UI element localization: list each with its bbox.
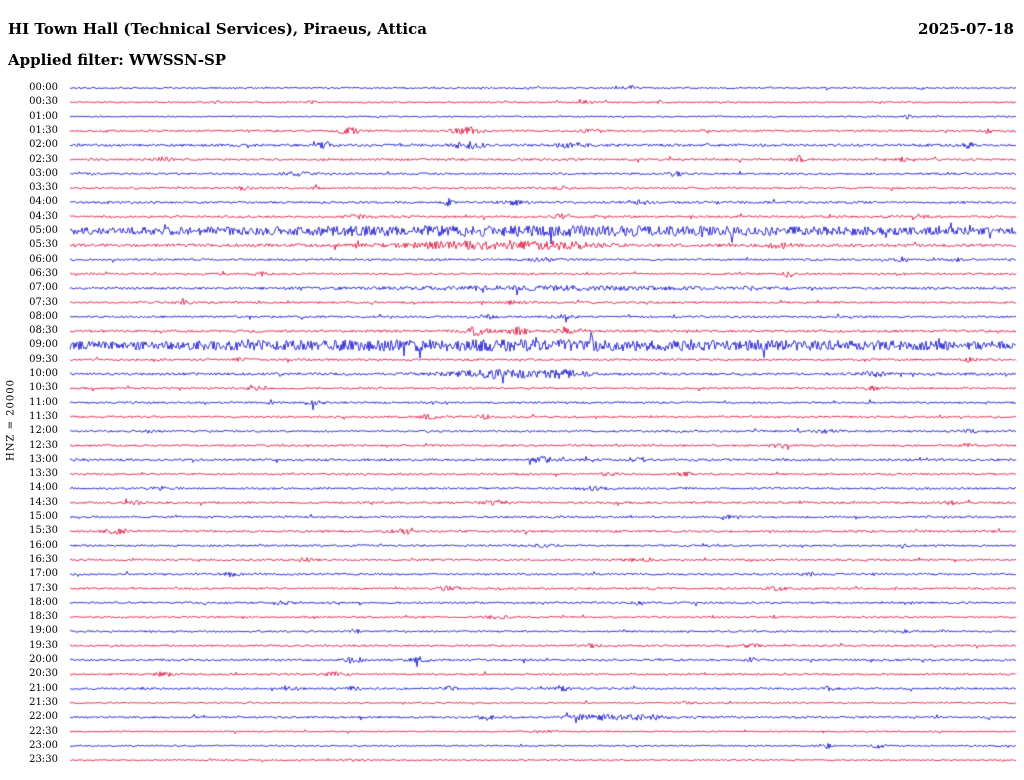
helicorder-traces [0,0,1024,780]
helicorder-view: HI Town Hall (Technical Services), Pirae… [0,0,1024,780]
